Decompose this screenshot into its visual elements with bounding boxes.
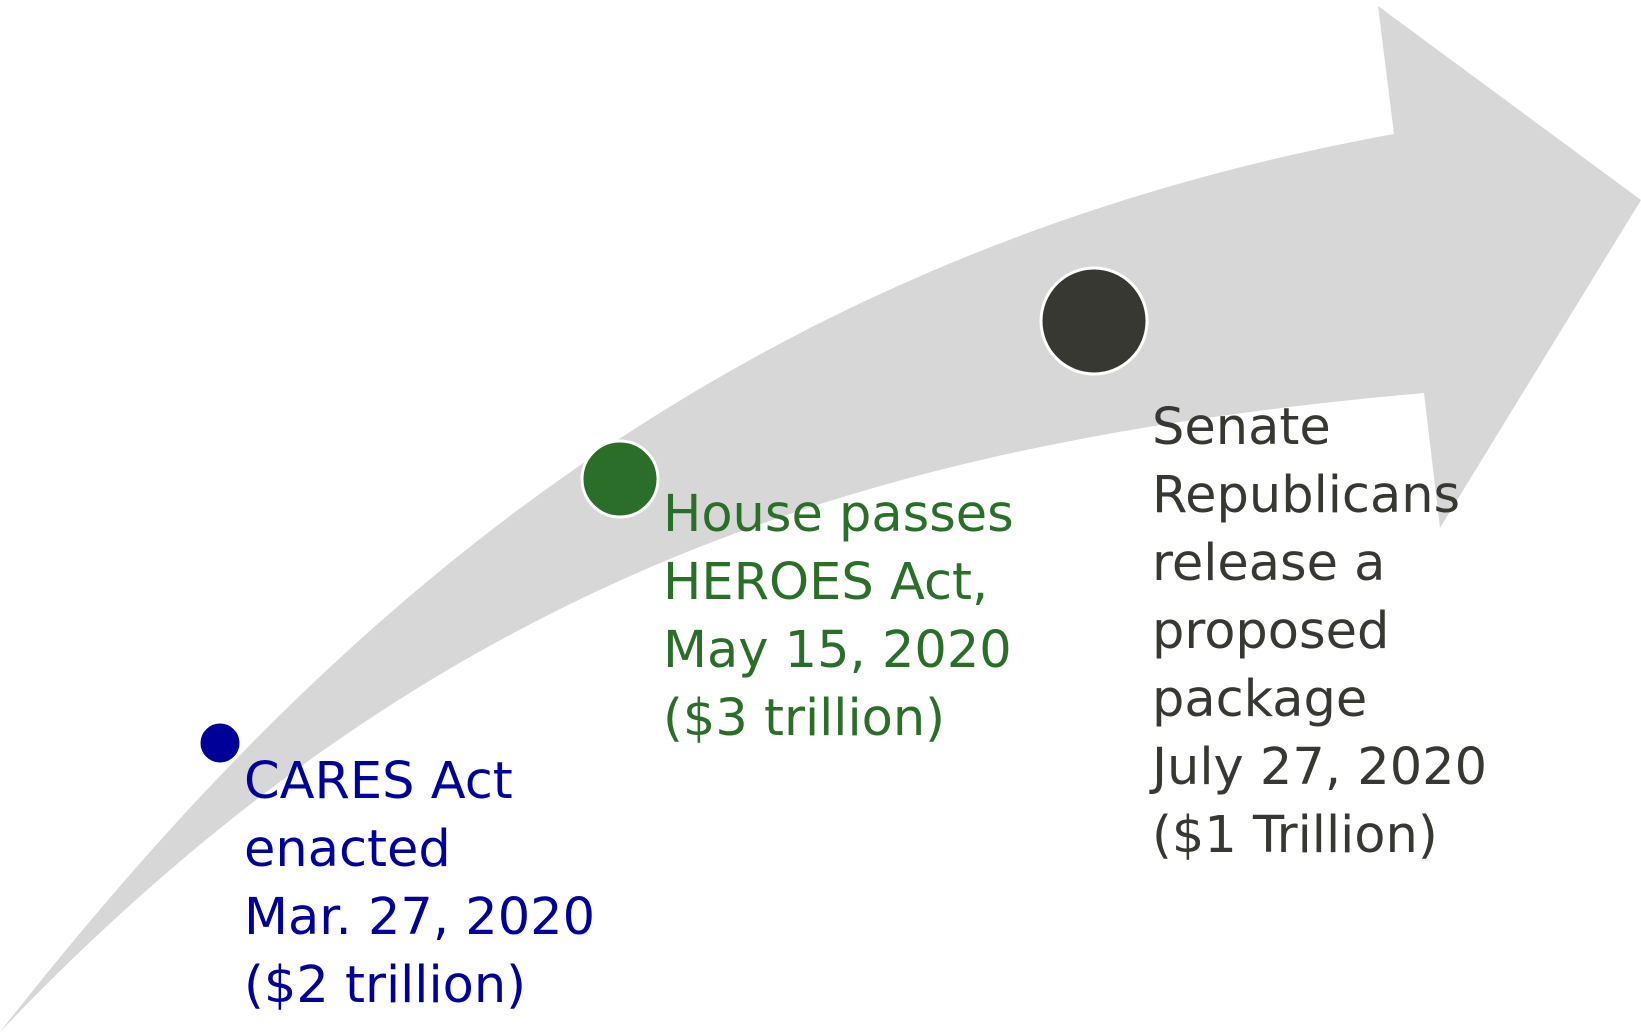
milestone-label-heroes: House passes HEROES Act, May 15, 2020 ($… (663, 481, 1014, 753)
milestone-label-cares: CARES Act enacted Mar. 27, 2020 ($2 tril… (244, 748, 595, 1020)
label-line: ($2 trillion) (244, 956, 527, 1015)
curved-arrow-shape (0, 6, 1641, 1032)
milestone-marker-senate (1039, 266, 1149, 376)
label-line: ($1 Trillion) (1152, 806, 1438, 865)
milestone-marker-heroes (580, 439, 660, 519)
milestone-label-senate: Senate Republicans release a proposed pa… (1152, 394, 1487, 870)
label-line: May 15, 2020 (663, 621, 1012, 680)
label-line: CARES Act (244, 752, 513, 811)
label-line: House passes (663, 485, 1014, 544)
label-line: July 27, 2020 (1152, 738, 1488, 797)
label-line: HEROES Act, (663, 553, 989, 612)
label-line: ($3 trillion) (663, 689, 946, 748)
label-line: enacted (244, 820, 451, 879)
label-line: proposed (1152, 602, 1390, 661)
label-line: Senate (1152, 398, 1331, 457)
label-line: package (1152, 670, 1368, 729)
label-line: release a (1152, 534, 1386, 593)
milestone-marker-cares (197, 720, 243, 766)
label-line: Mar. 27, 2020 (244, 888, 596, 947)
label-line: Republicans (1152, 466, 1461, 525)
